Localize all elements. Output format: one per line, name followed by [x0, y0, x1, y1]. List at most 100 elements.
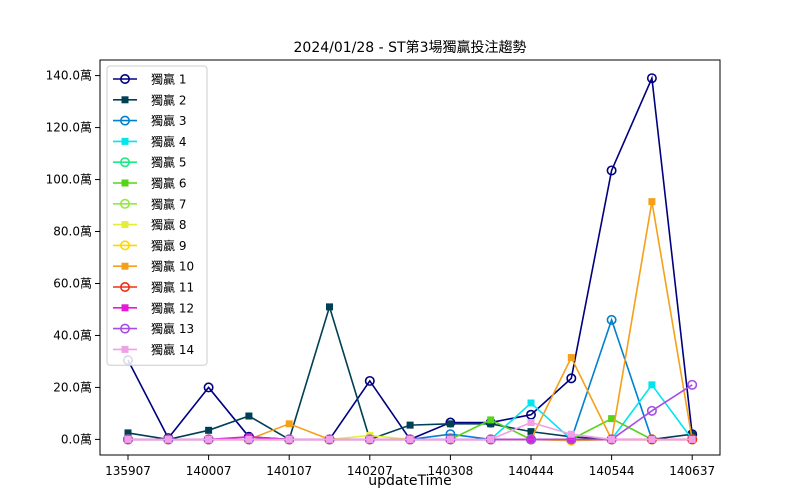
y-tick-label: 40.0萬: [53, 328, 92, 342]
data-point: [285, 420, 293, 428]
x-tick-label: 140544: [589, 464, 635, 478]
data-point: [646, 73, 657, 84]
y-tick-label: 20.0萬: [53, 380, 92, 394]
legend-marker: [121, 345, 129, 353]
data-point: [608, 415, 616, 423]
series-layer: [123, 73, 698, 446]
x-axis-label: updateTime: [368, 473, 452, 489]
data-point: [364, 375, 375, 386]
legend-label: 獨贏 7: [151, 196, 186, 211]
legend-marker: [120, 281, 131, 292]
legend-item: 獨贏 5: [113, 155, 186, 170]
legend-item: 獨贏 1: [113, 72, 186, 87]
x-tick-label: 140444: [508, 464, 554, 478]
series-10: [124, 198, 696, 443]
chart-title: 2024/01/28 - ST第3場獨贏投注趨勢: [294, 39, 527, 56]
legend-label: 獨贏 11: [151, 280, 194, 295]
plot-frame: [99, 59, 721, 456]
x-tick-label: 135907: [105, 464, 151, 478]
data-point: [326, 435, 333, 443]
legend-marker: [120, 74, 131, 85]
series-13: [123, 379, 698, 445]
legend-label: 獨贏 2: [151, 92, 186, 107]
data-point: [446, 435, 454, 443]
legend: 獨贏 1 獨贏 2 獨贏 3 獨贏 4 獨贏 5 獨贏 6 獨贏 7 獨贏 8 獨贏 9 獨贏 1…: [106, 65, 208, 366]
legend-box: [106, 65, 208, 366]
data-point: [688, 430, 696, 438]
y-tick-label: 100.0萬: [46, 173, 92, 187]
legend-marker: [120, 157, 131, 168]
series-1: [123, 73, 698, 445]
data-point: [648, 381, 656, 389]
legend-item: 獨贏 4: [113, 134, 186, 149]
data-point: [245, 435, 253, 443]
data-point: [245, 412, 253, 420]
data-point: [646, 405, 657, 416]
x-tick-label: 140637: [669, 464, 715, 478]
legend-marker: [120, 240, 131, 251]
data-point: [487, 435, 495, 443]
data-point: [487, 416, 495, 424]
data-point: [567, 430, 575, 438]
legend-item: 獨贏 3: [113, 113, 186, 128]
legend-marker: [120, 323, 131, 334]
x-tick-label: 140007: [186, 464, 232, 478]
legend-item: 獨贏 2: [113, 92, 186, 107]
legend-marker: [121, 262, 129, 270]
legend-label: 獨贏 12: [151, 300, 194, 315]
data-point: [525, 434, 536, 445]
series-14: [124, 419, 696, 443]
legend-item: 獨贏 13: [113, 321, 194, 336]
legend-item: 獨贏 14: [113, 342, 194, 357]
legend-marker: [121, 137, 129, 145]
legend-label: 獨贏 5: [151, 155, 186, 170]
data-point: [648, 198, 656, 206]
y-tick-label: 80.0萬: [53, 225, 92, 239]
legend-label: 獨贏 9: [151, 238, 186, 253]
data-point: [567, 354, 575, 362]
y-tick-label: 0.0萬: [61, 432, 92, 446]
legend-label: 獨贏 1: [151, 72, 186, 87]
data-point: [527, 428, 535, 436]
legend-marker: [121, 179, 129, 187]
data-point: [203, 382, 214, 393]
legend-item: 獨贏 10: [113, 259, 194, 274]
legend-label: 獨贏 14: [151, 342, 194, 357]
y-axis: 0.0萬 20.0萬 40.0萬 60.0萬 80.0萬 100.0萬 120.0萬 140.…: [46, 69, 100, 446]
y-tick-label: 120.0萬: [46, 121, 92, 135]
legend-item: 獨贏 9: [113, 238, 186, 253]
data-point: [687, 379, 698, 390]
x-tick-label: 140207: [347, 464, 393, 478]
legend-label: 獨贏 8: [151, 217, 186, 232]
series-line: [127, 304, 693, 441]
data-point: [205, 426, 213, 434]
legend-item: 獨贏 12: [113, 300, 194, 315]
data-point: [326, 303, 333, 311]
data-point: [406, 435, 414, 443]
legend-marker: [121, 221, 129, 229]
legend-item: 獨贏 6: [113, 176, 186, 191]
legend-label: 獨贏 10: [151, 259, 194, 274]
data-point: [527, 399, 535, 407]
legend-label: 獨贏 6: [151, 176, 186, 191]
legend-item: 獨贏 7: [113, 196, 186, 211]
data-point: [285, 435, 293, 443]
data-point: [648, 435, 656, 443]
data-point: [366, 435, 374, 443]
data-point: [164, 435, 172, 443]
y-tick-label: 140.0萬: [46, 69, 92, 83]
data-point: [525, 409, 536, 420]
x-tick-label: 140107: [266, 464, 312, 478]
legend-marker: [120, 198, 131, 209]
legend-item: 獨贏 8: [113, 217, 186, 232]
data-point: [566, 373, 577, 384]
data-point: [608, 435, 616, 443]
data-point: [406, 421, 414, 429]
data-point: [446, 420, 454, 428]
data-point: [487, 420, 495, 428]
legend-marker: [121, 96, 129, 104]
legend-label: 獨贏 13: [151, 321, 194, 336]
data-point: [527, 419, 535, 427]
x-tick-label: 140308: [427, 464, 473, 478]
